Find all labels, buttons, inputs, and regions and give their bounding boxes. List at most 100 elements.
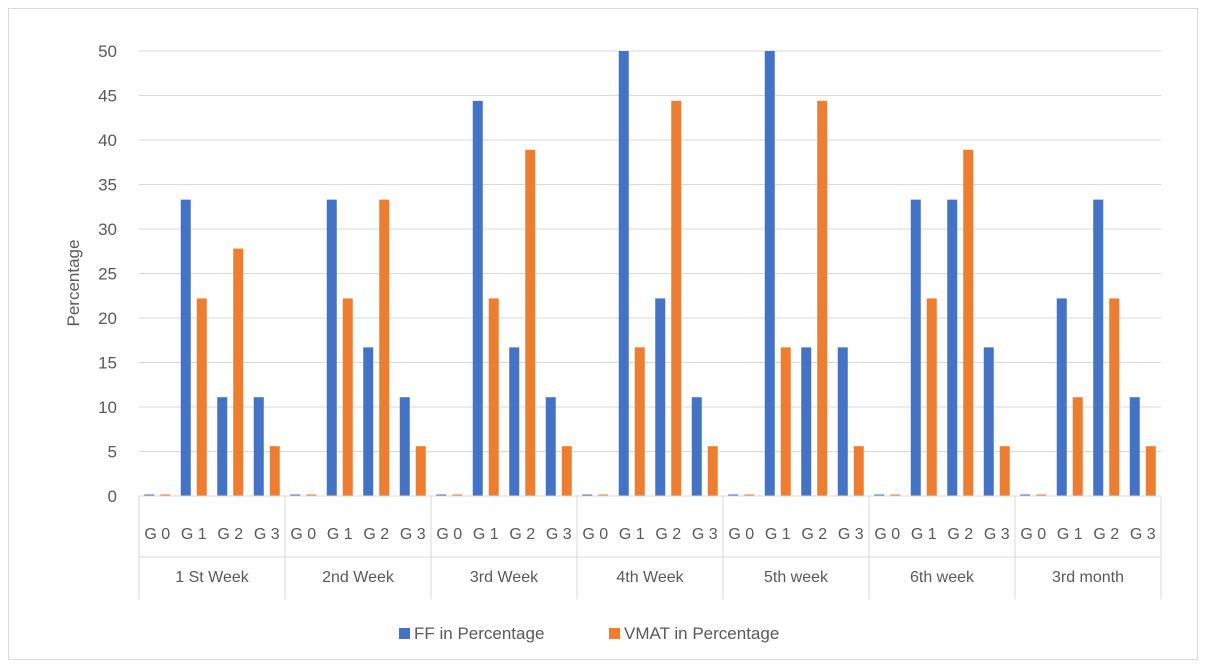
- x-tick-label-grade: G 3: [692, 526, 718, 543]
- x-tick-label-grade: G 0: [582, 526, 608, 543]
- legend-swatch-vmat: [609, 628, 620, 639]
- y-tick-label: 40: [98, 131, 117, 150]
- bars: [144, 51, 1156, 497]
- x-tick-label-grade: G 2: [1093, 526, 1119, 543]
- y-tick-label: 5: [108, 443, 117, 462]
- y-tick-label: 45: [98, 87, 117, 106]
- bar-ff: [1129, 397, 1140, 496]
- bar-vmat: [488, 298, 499, 496]
- bar-ff: [436, 494, 447, 496]
- legend-label-vmat: VMAT in Percentage: [624, 624, 779, 643]
- bar-vmat: [379, 199, 390, 496]
- bar-ff: [691, 397, 702, 496]
- bar-ff: [144, 494, 155, 496]
- y-tick-label: 20: [98, 309, 117, 328]
- legend-swatch-ff: [399, 628, 410, 639]
- y-tick-label: 50: [98, 42, 117, 61]
- bar-ff: [326, 199, 337, 496]
- x-tick-label-grade: G 3: [984, 526, 1010, 543]
- x-tick-label-grade: G 0: [436, 526, 462, 543]
- x-tick-label-group: 1 St Week: [175, 569, 250, 586]
- bar-ff: [253, 397, 264, 496]
- bar-vmat: [233, 248, 244, 496]
- x-tick-label-group: 3rd month: [1052, 569, 1124, 586]
- x-tick-label-grade: G 2: [655, 526, 681, 543]
- bar-vmat: [963, 149, 974, 497]
- x-tick-label-grade: G 3: [254, 526, 280, 543]
- bar-vmat: [415, 446, 426, 496]
- legend-label-ff: FF in Percentage: [414, 624, 544, 643]
- bar-vmat: [780, 347, 791, 496]
- x-tick-label-grade: G 2: [509, 526, 535, 543]
- bar-vmat: [817, 100, 828, 496]
- y-tick-label: 25: [98, 265, 117, 284]
- bar-ff: [983, 347, 994, 496]
- bar-chart: 0 5 10 15 20 25 30 35 40 45 50 G 0 G 1 G 2 G 3 1 St We…: [64, 42, 1162, 643]
- bar-vmat: [707, 446, 718, 496]
- bar-vmat: [306, 494, 317, 496]
- bar-ff: [509, 347, 520, 496]
- chart-container: 0 5 10 15 20 25 30 35 40 45 50 G 0 G 1 G 2 G 3 1 St We…: [8, 8, 1198, 660]
- y-axis-title: Percentage: [64, 240, 83, 327]
- x-tick-label-grade: G 3: [400, 526, 426, 543]
- bar-ff: [947, 199, 958, 496]
- x-tick-label-grade: G 3: [838, 526, 864, 543]
- bar-vmat: [1109, 298, 1120, 496]
- x-tick-label-grade: G 3: [546, 526, 572, 543]
- y-tick-label: 15: [98, 354, 117, 373]
- x-tick-label-grade: G 2: [363, 526, 389, 543]
- x-tick-label-group: 5th week: [764, 569, 829, 586]
- bar-vmat: [196, 298, 207, 496]
- x-tick-label-grade: G 1: [473, 526, 499, 543]
- bar-ff: [910, 199, 921, 496]
- x-tick-label-grade: G 0: [290, 526, 316, 543]
- x-tick-label-grade: G 2: [947, 526, 973, 543]
- bar-vmat: [598, 494, 609, 496]
- x-tick-label-grade: G 1: [911, 526, 937, 543]
- bar-ff: [1056, 298, 1067, 496]
- bar-ff: [1093, 199, 1104, 496]
- x-tick-label-grade: G 2: [801, 526, 827, 543]
- y-tick-label: 0: [108, 487, 117, 506]
- bar-ff: [618, 51, 629, 496]
- bar-vmat: [744, 494, 755, 496]
- bar-ff: [399, 397, 410, 496]
- bar-ff: [582, 494, 593, 496]
- bar-vmat: [671, 100, 682, 496]
- x-tick-label-grade: G 0: [1020, 526, 1046, 543]
- bar-vmat: [999, 446, 1010, 496]
- bar-ff: [545, 397, 556, 496]
- bar-vmat: [269, 446, 280, 496]
- bar-vmat: [160, 494, 171, 496]
- bar-vmat: [853, 446, 864, 496]
- x-tick-label-grade: G 2: [217, 526, 243, 543]
- x-tick-label-group: 4th Week: [616, 569, 684, 586]
- x-tick-label-grade: G 1: [765, 526, 791, 543]
- x-tick-label-grade: G 1: [181, 526, 207, 543]
- bar-vmat: [926, 298, 937, 496]
- bar-ff: [874, 494, 885, 496]
- x-axis: G 0 G 1 G 2 G 3 1 St Week G 0 G 1 G 2 G 3 2nd Wee…: [138, 495, 1162, 599]
- bar-vmat: [1036, 494, 1047, 496]
- bar-vmat: [1072, 397, 1083, 496]
- y-tick-label: 10: [98, 398, 117, 417]
- y-tick-label: 35: [98, 176, 117, 195]
- x-tick-label-group: 6th week: [910, 569, 975, 586]
- x-tick-label-grade: G 1: [619, 526, 645, 543]
- bar-ff: [180, 199, 191, 496]
- y-axis: 0 5 10 15 20 25 30 35 40 45 50: [98, 42, 117, 506]
- x-tick-label-grade: G 0: [144, 526, 170, 543]
- x-tick-label-group: 2nd Week: [322, 569, 395, 586]
- bar-ff: [217, 397, 228, 496]
- bar-ff: [1020, 494, 1031, 496]
- x-tick-label-group: 3rd Week: [470, 569, 539, 586]
- bar-ff: [801, 347, 812, 496]
- bar-ff: [728, 494, 739, 496]
- bar-ff: [363, 347, 374, 496]
- x-tick-label-grade: G 0: [728, 526, 754, 543]
- gridlines: [139, 50, 1161, 497]
- bar-vmat: [634, 347, 645, 496]
- bar-vmat: [561, 446, 572, 496]
- bar-ff: [655, 298, 666, 496]
- x-tick-label-grade: G 0: [874, 526, 900, 543]
